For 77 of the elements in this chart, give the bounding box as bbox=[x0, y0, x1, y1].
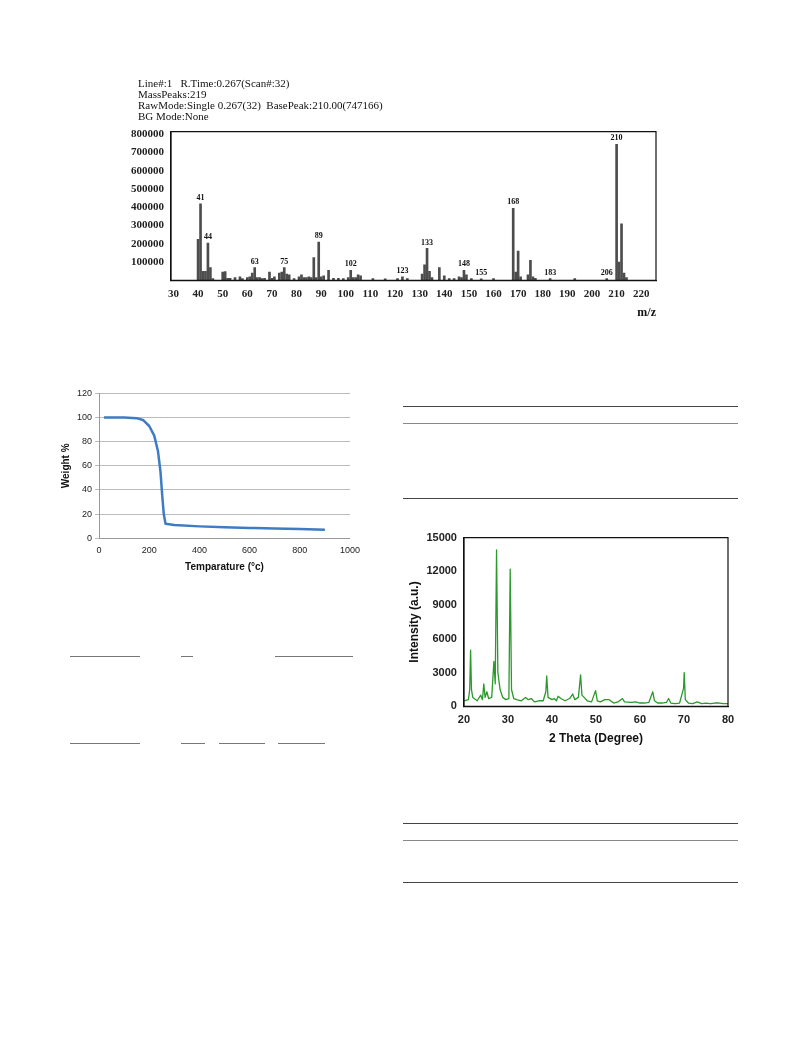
x-tick-label: 130 bbox=[411, 286, 429, 299]
y-tick-label: 0 bbox=[87, 532, 93, 543]
x-tick-label: 120 bbox=[386, 286, 404, 299]
annotation: 89 bbox=[314, 231, 323, 241]
x-tick-label: 160 bbox=[485, 286, 503, 299]
y-axis-title: Weight % bbox=[59, 443, 71, 489]
text: BG Mode:None bbox=[138, 110, 209, 122]
annotation: 133 bbox=[421, 237, 434, 247]
x-tick-label: 400 bbox=[191, 545, 207, 556]
x-tick-label: 70 bbox=[677, 713, 691, 726]
y-tick-label: 100000 bbox=[131, 254, 165, 267]
annotation: 102 bbox=[344, 259, 357, 269]
x-tick-label: 180 bbox=[534, 286, 552, 299]
annotation: 75 bbox=[280, 256, 289, 266]
x-tick-label: 110 bbox=[362, 286, 379, 299]
x-tick-label: 80 bbox=[721, 713, 735, 726]
annotation: 44 bbox=[203, 232, 212, 242]
x-tick-label: 20 bbox=[457, 713, 471, 726]
x-tick-label: 30 bbox=[167, 286, 180, 299]
x-tick-label: 220 bbox=[632, 286, 650, 299]
y-tick-label: 9000 bbox=[432, 598, 457, 611]
x-tick-label: 60 bbox=[633, 713, 647, 726]
annotation: 206 bbox=[600, 267, 613, 277]
x-tick-label: 60 bbox=[241, 286, 254, 299]
x-tick-label: 170 bbox=[509, 286, 527, 299]
y-tick-label: 600000 bbox=[131, 163, 165, 176]
x-tick-label: 200 bbox=[141, 545, 157, 556]
x-tick-label: 140 bbox=[436, 286, 454, 299]
y-tick-label: 0 bbox=[450, 699, 457, 712]
x-axis-title: m/z bbox=[637, 304, 657, 319]
x-axis-title: 2 Theta (Degree) bbox=[548, 731, 644, 746]
annotation: 155 bbox=[475, 268, 488, 277]
x-tick-label: 210 bbox=[608, 286, 626, 299]
x-tick-label: 50 bbox=[589, 713, 603, 726]
y-tick-label: 120 bbox=[76, 387, 93, 398]
y-tick-label: 12000 bbox=[426, 564, 457, 577]
y-tick-label: 400000 bbox=[131, 200, 165, 213]
y-tick-label: 20 bbox=[82, 508, 93, 519]
x-tick-label: 90 bbox=[315, 286, 328, 299]
x-tick-label: 70 bbox=[266, 286, 278, 299]
y-tick-label: 200000 bbox=[131, 236, 165, 249]
x-tick-label: 80 bbox=[291, 286, 303, 299]
annotation: 210 bbox=[610, 133, 623, 143]
x-tick-label: 190 bbox=[559, 286, 577, 299]
y-tick-label: 800000 bbox=[131, 127, 165, 140]
text: RawMode:Single 0.267(32) BasePeak:210.00(747166) bbox=[138, 99, 384, 111]
x-tick-label: 100 bbox=[337, 286, 355, 299]
text: MassPeaks:219 bbox=[138, 88, 207, 100]
annotation: 148 bbox=[457, 259, 470, 269]
x-tick-label: 150 bbox=[460, 286, 478, 299]
text: Line#:1 R.Time:0.267(Scan#:32) bbox=[138, 77, 291, 89]
y-tick-label: 15000 bbox=[426, 530, 457, 543]
y-axis-title: Intensity (a.u.) bbox=[406, 581, 421, 663]
x-tick-label: 40 bbox=[192, 286, 205, 299]
y-tick-label: 500000 bbox=[131, 181, 165, 194]
x-tick-label: 1000 bbox=[339, 545, 360, 556]
annotation: 63 bbox=[250, 256, 259, 266]
y-tick-label: 100 bbox=[76, 412, 93, 423]
x-tick-label: 800 bbox=[292, 545, 308, 556]
x-tick-label: 200 bbox=[583, 286, 601, 299]
annotation: 183 bbox=[544, 267, 557, 277]
x-tick-label: 50 bbox=[217, 286, 229, 299]
y-tick-label: 700000 bbox=[131, 145, 165, 158]
y-tick-label: 3000 bbox=[432, 665, 457, 678]
y-tick-label: 40 bbox=[82, 484, 93, 495]
x-tick-label: 600 bbox=[242, 545, 258, 556]
x-tick-label: 30 bbox=[501, 713, 515, 726]
x-axis-title: Temparature (°c) bbox=[185, 560, 264, 572]
y-tick-label: 6000 bbox=[432, 631, 457, 644]
y-tick-label: 60 bbox=[82, 460, 93, 471]
x-tick-label: 40 bbox=[545, 713, 559, 726]
annotation: 41 bbox=[196, 192, 205, 202]
x-tick-label: 0 bbox=[96, 545, 102, 556]
annotation: 168 bbox=[507, 197, 520, 207]
y-tick-label: 300000 bbox=[131, 218, 165, 231]
annotation: 123 bbox=[396, 265, 409, 275]
y-tick-label: 80 bbox=[82, 436, 93, 447]
